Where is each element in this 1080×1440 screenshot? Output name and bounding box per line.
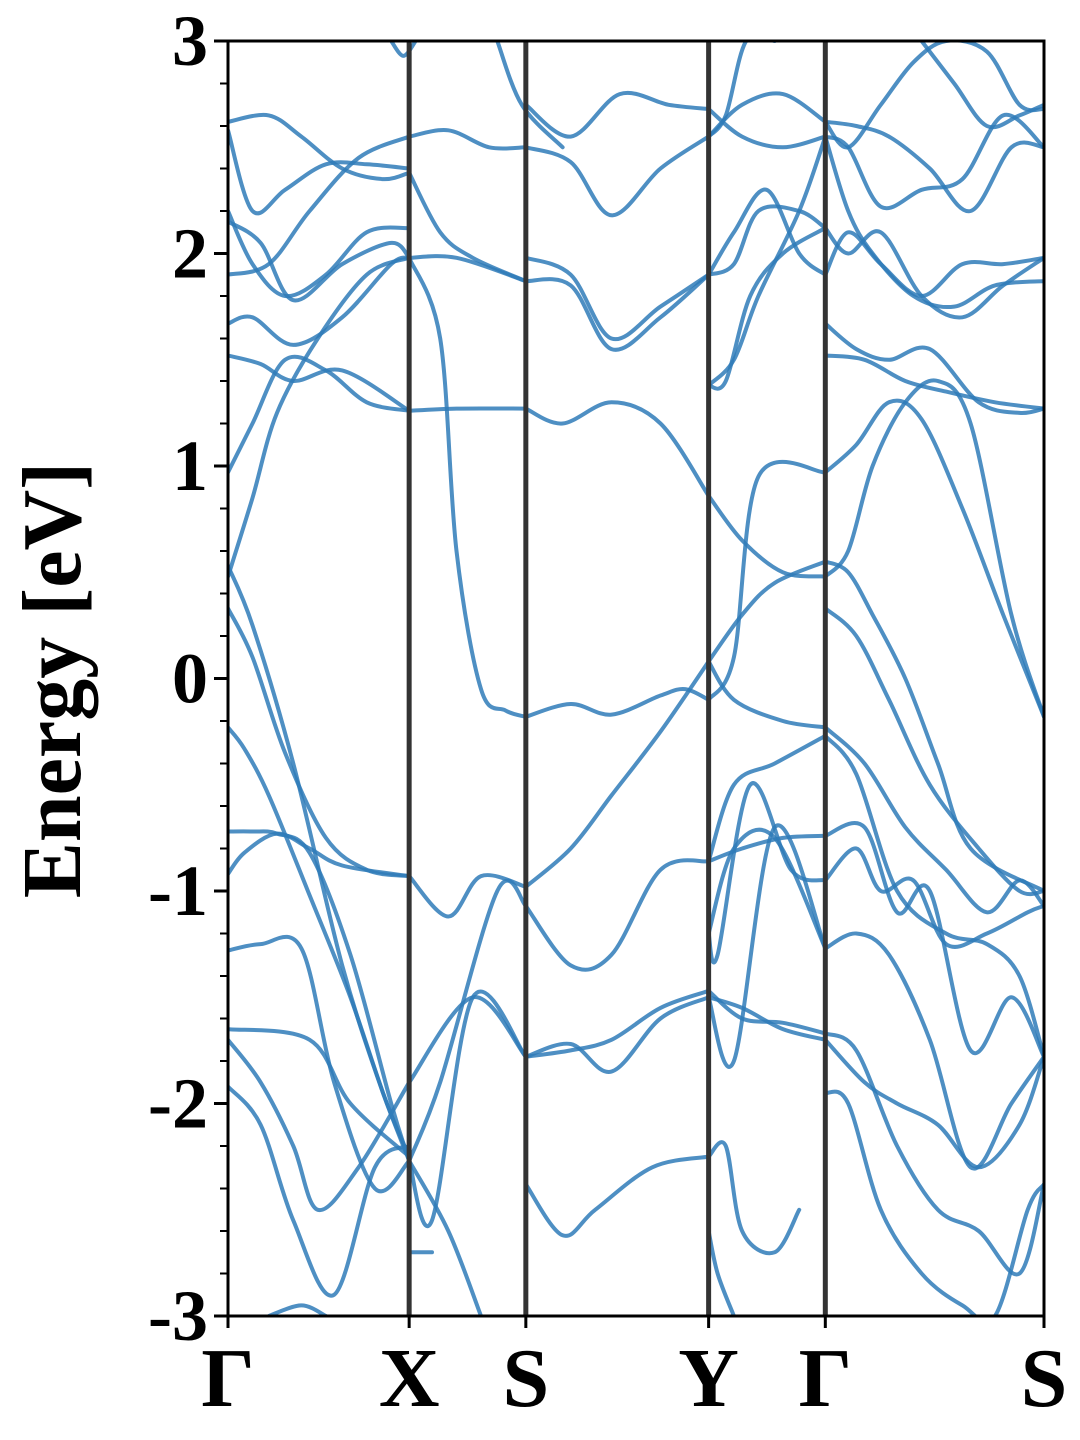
band-line-66 <box>823 606 1044 897</box>
band-line-23 <box>407 878 528 1163</box>
band-line-70 <box>823 846 1044 949</box>
y-axis-label: Energy [eV] <box>6 462 99 898</box>
band-line-45 <box>706 460 828 702</box>
band-line-38 <box>523 272 711 352</box>
band-line-32 <box>523 659 711 889</box>
band-line-80 <box>823 119 1044 214</box>
band-line-7 <box>228 1084 412 1298</box>
band-line-75 <box>823 321 1044 416</box>
band-line-58 <box>706 204 828 277</box>
band-line-20 <box>407 989 528 1228</box>
band-line-1 <box>228 606 412 879</box>
band-line-22 <box>407 1158 483 1316</box>
band-line-46 <box>706 659 828 730</box>
band-line-36 <box>523 1154 711 1238</box>
y-tick-label: 3 <box>172 1 208 81</box>
y-tick-label: -3 <box>148 1276 208 1356</box>
x-tick-label-4: Γ <box>799 1332 852 1425</box>
band-line-2 <box>228 563 412 1159</box>
band-line-29 <box>407 170 528 284</box>
band-line-72 <box>823 1037 1044 1170</box>
y-tick-label: 1 <box>172 426 208 506</box>
high-symmetry-dividers <box>406 41 828 1316</box>
band-line-42 <box>495 41 565 150</box>
band-line-21 <box>407 995 528 1085</box>
band-line-48 <box>706 833 828 864</box>
y-tick-label: -2 <box>148 1064 208 1144</box>
band-line-47 <box>706 733 828 864</box>
band-line-44 <box>706 559 828 664</box>
x-tick-label-5: S <box>1021 1332 1068 1425</box>
band-line-54 <box>706 1140 802 1256</box>
band-line-6 <box>228 1037 412 1212</box>
y-axis-ticks: 3 2 1 0 -1 -2 -3 <box>148 1 228 1356</box>
band-line-28 <box>407 128 528 151</box>
band-line-50 <box>706 827 828 951</box>
band-line-8 <box>228 1027 412 1159</box>
band-line-9 <box>266 1303 328 1316</box>
band-line-10 <box>228 112 412 182</box>
band-line-69 <box>823 821 1044 1059</box>
band-line-34 <box>523 995 711 1074</box>
band-line-68 <box>823 733 1044 1059</box>
band-line-52 <box>706 995 828 1042</box>
band-line-17 <box>228 354 412 475</box>
x-tick-label-3: Y <box>678 1332 739 1425</box>
band-line-13 <box>228 219 412 303</box>
x-tick-label-2: S <box>502 1332 549 1425</box>
y-tick-label: -1 <box>148 851 208 931</box>
band-line-26 <box>407 406 528 413</box>
band-line-51 <box>706 823 828 1069</box>
band-line-76 <box>823 353 1044 411</box>
band-line-30 <box>389 41 418 58</box>
x-tick-label-0: Γ <box>201 1332 254 1425</box>
band-lines <box>228 41 1044 1316</box>
x-tick-label-1: X <box>379 1332 440 1425</box>
band-line-64 <box>823 378 1044 719</box>
band-line-37 <box>523 400 711 498</box>
plot-frame <box>226 39 1046 1318</box>
band-line-16 <box>228 353 412 413</box>
band-line-41 <box>523 90 711 139</box>
band-line-35 <box>523 988 711 1059</box>
band-line-5 <box>228 934 412 1194</box>
band-line-83 <box>919 41 1044 130</box>
band-line-77 <box>823 134 1044 310</box>
band-line-55 <box>706 1229 736 1316</box>
band-line-12 <box>228 209 412 299</box>
band-line-71 <box>823 931 1044 1171</box>
y-tick-label: 2 <box>172 214 208 294</box>
band-line-43 <box>706 493 828 579</box>
band-line-73 <box>823 1031 1044 1277</box>
band-line-62 <box>706 41 777 139</box>
band-line-82 <box>823 41 1044 150</box>
y-tick-label: 0 <box>172 639 208 719</box>
band-line-57 <box>706 226 828 391</box>
band-line-81 <box>823 113 1044 211</box>
band-line-14 <box>228 134 412 277</box>
band-line-33 <box>523 858 711 972</box>
band-line-18 <box>228 255 412 579</box>
band-line-25 <box>407 255 528 719</box>
band-line-4 <box>228 829 412 1163</box>
band-line-53 <box>706 988 828 1036</box>
band-line-74 <box>823 1089 1044 1316</box>
band-line-65 <box>823 398 1044 719</box>
band-line-40 <box>523 134 711 218</box>
band-line-79 <box>823 230 1044 299</box>
band-line-67 <box>823 725 1044 915</box>
band-line-11 <box>228 128 412 216</box>
band-line-39 <box>523 255 711 342</box>
band-line-27 <box>407 254 528 284</box>
band-line-63 <box>823 559 1044 893</box>
band-line-31 <box>523 687 711 719</box>
band-line-59 <box>706 187 828 277</box>
